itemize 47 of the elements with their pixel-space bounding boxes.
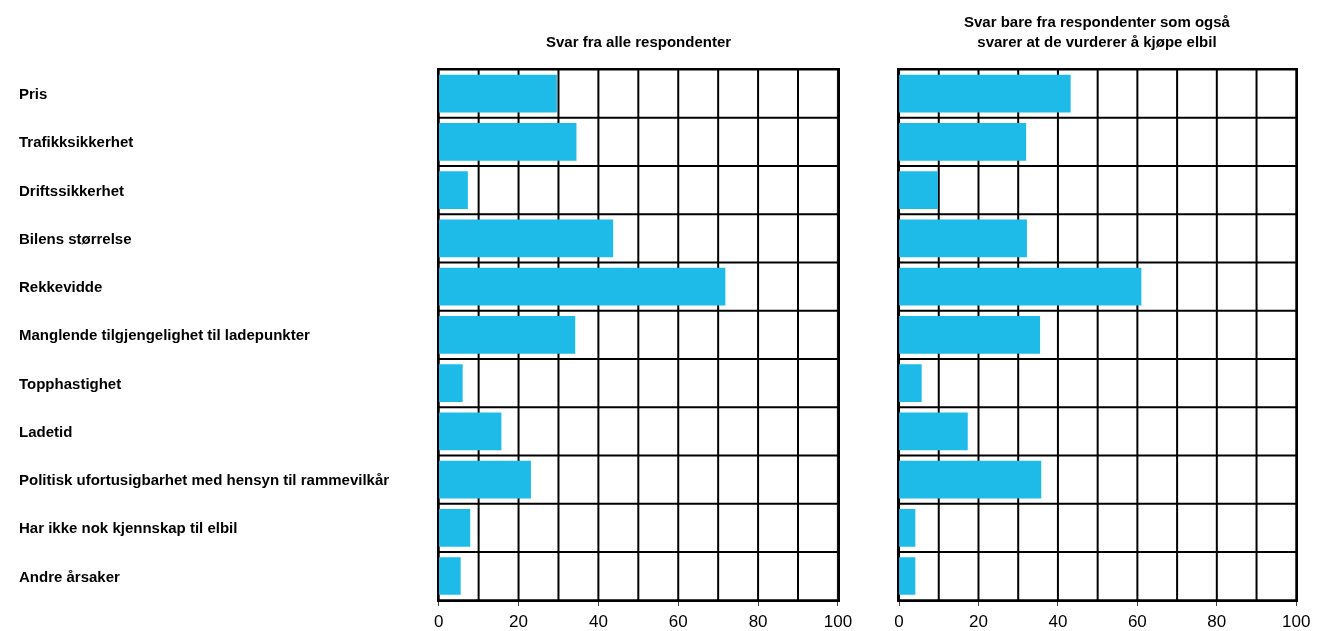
bar (899, 219, 1027, 258)
y-tick-label: Manglende tilgjengelighet til ladepunkter (19, 326, 311, 343)
bar (438, 509, 471, 547)
bar (899, 123, 1027, 161)
bar (438, 412, 502, 451)
x-tick-label: 20 (509, 611, 529, 631)
y-tick-label: Politisk ufortusigbarhet med hensyn til rammevilkår (19, 471, 390, 488)
bar (438, 460, 531, 499)
x-tick-label: 100 (823, 611, 853, 631)
bar (438, 219, 614, 258)
x-tick-label: 80 (1207, 611, 1227, 631)
bar (899, 364, 922, 402)
x-tick-label: 40 (588, 611, 608, 631)
bar (899, 267, 1142, 306)
bar (899, 171, 938, 209)
y-tick-label: Topphastighet (19, 375, 122, 392)
y-tick-label: Pris (19, 85, 48, 102)
bar (438, 267, 726, 306)
x-tick-label: 60 (1127, 611, 1147, 631)
bar (899, 557, 916, 595)
chart-title: Svar bare fra respondenter som også svarer at de vurderer å kjøpe elbil (964, 13, 1231, 50)
bar (899, 509, 916, 547)
x-tick-label: 40 (1048, 611, 1068, 631)
y-tick-label: Rekkevidde (19, 278, 103, 295)
bar (438, 316, 576, 354)
x-tick-label: 0 (433, 611, 444, 631)
chart-title: Svar fra alle respondenter (546, 33, 732, 50)
y-tick-label: Trafikksikkerhet (19, 133, 134, 150)
bar (899, 460, 1042, 499)
bar (899, 74, 1071, 113)
x-tick-label: 100 (1282, 611, 1311, 631)
bar (438, 123, 577, 161)
bar (438, 74, 557, 113)
y-tick-label: Har ikke nok kjennskap til elbil (19, 519, 238, 536)
bar (899, 412, 968, 451)
bar (438, 364, 463, 402)
x-tick-label: 60 (668, 611, 688, 631)
y-tick-label: Ladetid (19, 423, 73, 440)
bar (899, 316, 1041, 354)
y-tick-label: Driftssikkerhet (19, 182, 125, 199)
x-tick-label: 20 (969, 611, 988, 631)
y-tick-label: Bilens størrelse (19, 230, 132, 247)
bar (438, 171, 468, 209)
x-tick-label: 80 (748, 611, 768, 631)
x-tick-label: 0 (894, 611, 904, 631)
bar (438, 557, 461, 595)
y-tick-label: Andre årsaker (19, 568, 121, 585)
